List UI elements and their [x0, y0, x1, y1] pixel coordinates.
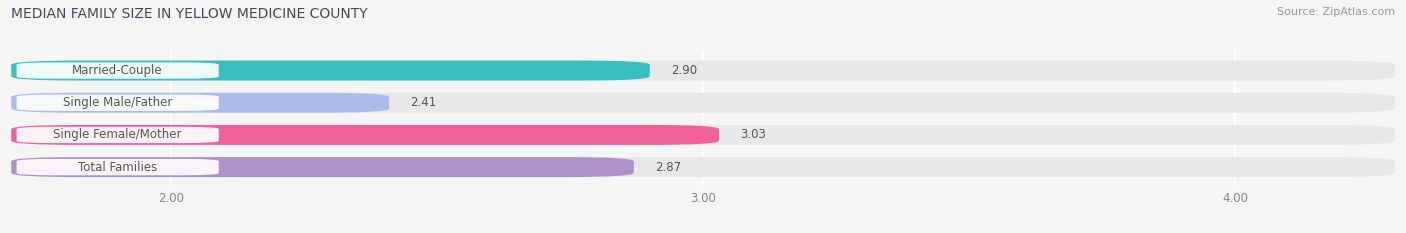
- FancyBboxPatch shape: [17, 62, 219, 79]
- Text: Single Male/Father: Single Male/Father: [63, 96, 173, 109]
- Text: 2.87: 2.87: [655, 161, 682, 174]
- FancyBboxPatch shape: [17, 95, 219, 111]
- Text: Source: ZipAtlas.com: Source: ZipAtlas.com: [1277, 7, 1395, 17]
- FancyBboxPatch shape: [11, 61, 1395, 81]
- FancyBboxPatch shape: [11, 93, 389, 113]
- FancyBboxPatch shape: [11, 157, 634, 177]
- Text: MEDIAN FAMILY SIZE IN YELLOW MEDICINE COUNTY: MEDIAN FAMILY SIZE IN YELLOW MEDICINE CO…: [11, 7, 368, 21]
- FancyBboxPatch shape: [11, 61, 650, 81]
- FancyBboxPatch shape: [11, 125, 1395, 145]
- FancyBboxPatch shape: [11, 157, 1395, 177]
- Text: Total Families: Total Families: [79, 161, 157, 174]
- Text: Single Female/Mother: Single Female/Mother: [53, 128, 181, 141]
- Text: 3.03: 3.03: [740, 128, 766, 141]
- FancyBboxPatch shape: [11, 93, 1395, 113]
- Text: 2.90: 2.90: [671, 64, 697, 77]
- FancyBboxPatch shape: [17, 127, 219, 143]
- FancyBboxPatch shape: [11, 125, 718, 145]
- Text: Married-Couple: Married-Couple: [72, 64, 163, 77]
- FancyBboxPatch shape: [17, 159, 219, 175]
- Text: 2.41: 2.41: [411, 96, 437, 109]
